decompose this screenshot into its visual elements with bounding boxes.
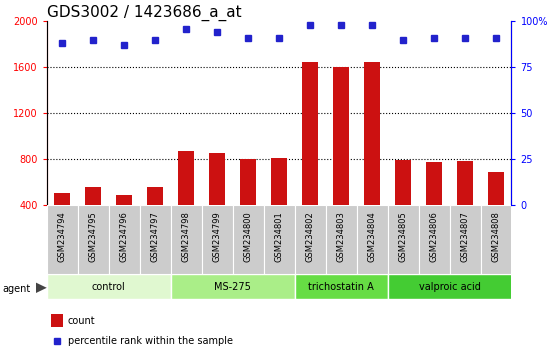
Bar (85, 187, 101, 205)
Text: GSM234805: GSM234805 (399, 211, 408, 262)
Text: GSM234808: GSM234808 (492, 211, 500, 262)
Bar (51, 314, 63, 327)
Bar (419, 205, 449, 274)
Bar (295, 274, 388, 299)
Text: percentile rank within the sample: percentile rank within the sample (68, 336, 233, 346)
Text: GSM234804: GSM234804 (367, 211, 377, 262)
Text: valproic acid: valproic acid (419, 282, 481, 292)
Bar (302, 62, 318, 205)
Bar (54, 193, 70, 205)
Bar (271, 158, 287, 205)
Bar (109, 205, 140, 274)
Bar (170, 274, 295, 299)
Bar (364, 62, 380, 205)
Bar (178, 151, 194, 205)
Bar (47, 205, 78, 274)
Bar (481, 205, 512, 274)
Bar (233, 205, 263, 274)
Bar (426, 161, 442, 205)
Text: agent: agent (3, 284, 31, 293)
Bar (488, 172, 504, 205)
Text: GSM234802: GSM234802 (306, 211, 315, 262)
Bar (356, 205, 388, 274)
Text: GSM234800: GSM234800 (244, 211, 252, 262)
Bar (147, 188, 163, 205)
Bar (449, 205, 481, 274)
Text: GSM234799: GSM234799 (213, 211, 222, 262)
Bar (295, 205, 326, 274)
Text: GSM234806: GSM234806 (430, 211, 438, 262)
Bar (140, 205, 170, 274)
Text: GSM234795: GSM234795 (89, 211, 98, 262)
Bar (395, 160, 411, 205)
Bar (388, 205, 419, 274)
Text: count: count (68, 316, 95, 326)
Bar (333, 67, 349, 205)
Bar (326, 205, 356, 274)
Text: GDS3002 / 1423686_a_at: GDS3002 / 1423686_a_at (47, 5, 241, 21)
Bar (263, 205, 295, 274)
Text: GSM234798: GSM234798 (182, 211, 191, 262)
Text: GSM234803: GSM234803 (337, 211, 345, 262)
Polygon shape (36, 282, 47, 293)
Text: control: control (92, 282, 125, 292)
Bar (240, 159, 256, 205)
Text: GSM234797: GSM234797 (151, 211, 160, 262)
Bar (457, 161, 473, 205)
Bar (47, 274, 170, 299)
Text: GSM234801: GSM234801 (274, 211, 284, 262)
Text: GSM234794: GSM234794 (58, 211, 67, 262)
Bar (202, 205, 233, 274)
Bar (388, 274, 512, 299)
Bar (117, 195, 132, 205)
Text: trichostatin A: trichostatin A (308, 282, 374, 292)
Text: GSM234796: GSM234796 (120, 211, 129, 262)
Text: GSM234807: GSM234807 (460, 211, 470, 262)
Bar (78, 205, 109, 274)
Bar (210, 153, 225, 205)
Text: MS-275: MS-275 (214, 282, 251, 292)
Bar (170, 205, 202, 274)
